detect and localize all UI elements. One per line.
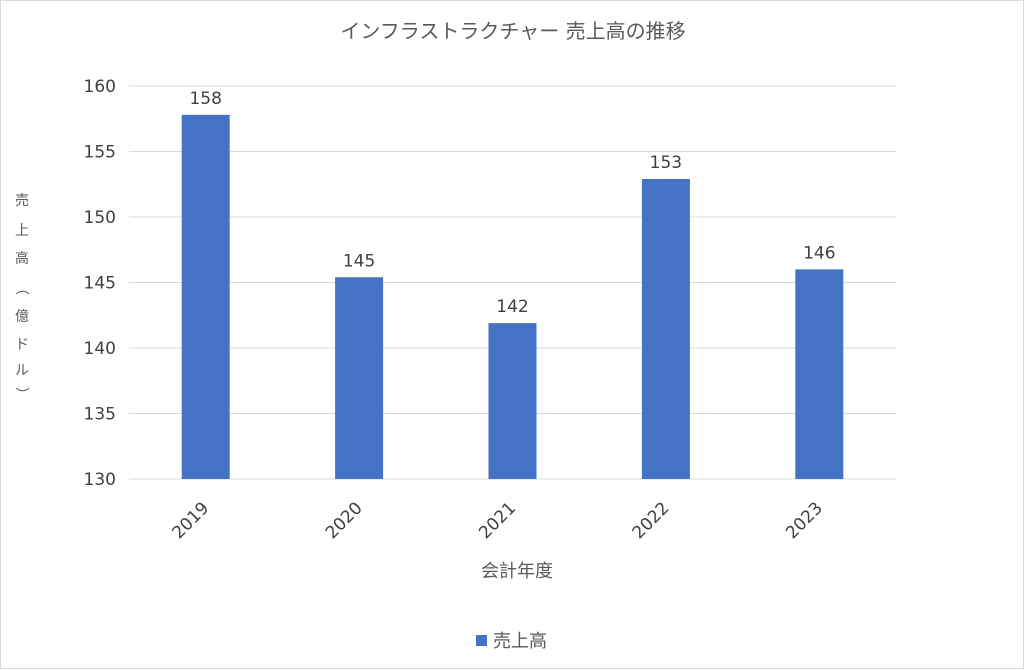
y-tick-label: 135 xyxy=(84,405,116,425)
y-axis-title-char: 億 xyxy=(15,309,29,325)
x-axis-ticks: 2019 2020 2021 2022 2023 xyxy=(168,498,826,543)
x-tick-label-2020: 2020 xyxy=(322,498,367,543)
y-axis-title-char: ） xyxy=(13,387,29,401)
data-label-2019: 158 xyxy=(189,89,221,109)
data-label-2021: 142 xyxy=(496,297,528,317)
x-axis-title: 会計年度 xyxy=(481,561,553,582)
bars: 158 145 142 153 146 xyxy=(181,89,844,479)
y-tick-label: 150 xyxy=(84,208,116,228)
y-axis-title-char: 高 xyxy=(15,250,29,267)
bar-2022 xyxy=(641,179,690,479)
legend: 売上高 xyxy=(476,631,547,652)
y-tick-label: 155 xyxy=(84,143,116,163)
x-tick-label-2023: 2023 xyxy=(782,498,827,543)
data-label-2020: 145 xyxy=(343,251,375,271)
y-axis-title-char: （ xyxy=(13,281,29,295)
y-axis-title-char: 上 xyxy=(15,223,29,239)
bar-2021 xyxy=(488,323,537,479)
chart-title: インフラストラクチャー 売上高の推移 xyxy=(340,19,685,43)
x-tick-label-2019: 2019 xyxy=(168,498,213,543)
data-label-2023: 146 xyxy=(803,243,835,263)
bar-2023 xyxy=(795,269,844,479)
x-tick-label-2022: 2022 xyxy=(629,498,674,543)
y-axis-title-char: ル xyxy=(15,363,29,379)
y-axis-title: 売上高 （ 億ドル ） xyxy=(13,193,29,401)
y-axis-title-char: ド xyxy=(15,337,29,353)
data-label-2022: 153 xyxy=(650,153,682,173)
y-tick-label: 160 xyxy=(84,77,116,97)
y-axis-ticks: 130 135 140 145 150 155 160 xyxy=(84,77,116,490)
legend-swatch xyxy=(476,635,487,646)
bar-2019 xyxy=(181,114,230,479)
legend-label: 売上高 xyxy=(493,631,547,652)
x-tick-label-2021: 2021 xyxy=(475,498,520,543)
y-axis-title-char: 売 xyxy=(15,193,29,209)
y-tick-label: 130 xyxy=(84,470,116,490)
y-tick-label: 145 xyxy=(84,274,116,294)
bar-2020 xyxy=(335,277,384,479)
y-tick-label: 140 xyxy=(84,339,116,359)
